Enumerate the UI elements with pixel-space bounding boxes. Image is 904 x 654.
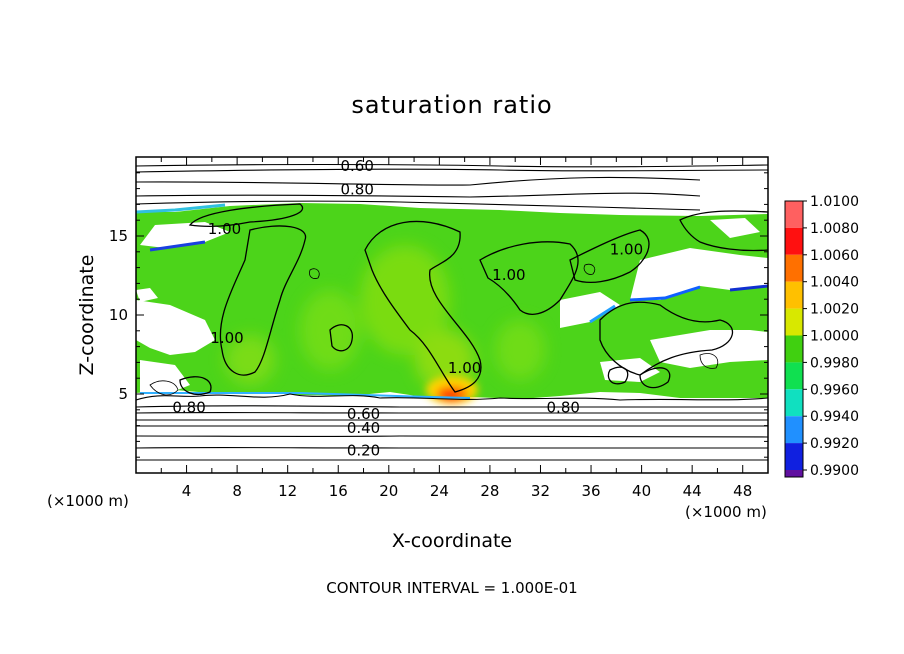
contour-label: 1.00: [492, 266, 525, 284]
colorbar-label: 1.0000: [810, 329, 859, 345]
x-axis-label: X-coordinate: [392, 530, 512, 552]
contour-label: 0.40: [347, 419, 380, 437]
x-tick-label: 12: [278, 482, 297, 500]
x-tick-label: 40: [632, 482, 651, 500]
y-axis-label: Z-coordinate: [76, 255, 98, 376]
y-tick-label: 10: [109, 306, 128, 324]
contour-label: 0.60: [347, 405, 380, 423]
x-tick-label: 48: [733, 482, 752, 500]
field-area: 0.60 0.80 1.00 1.00 1.00 1.00 1.00 0.80 0.80 0.60…: [136, 157, 768, 461]
x-tick-label: 16: [329, 482, 348, 500]
colorbar: 1.0100 1.0080 1.0060 1.0040 1.0020 1.0000 0.99…: [784, 194, 859, 479]
x-tick-label: 36: [581, 482, 600, 500]
colorbar-swatch: [785, 254, 803, 282]
x-tick-label: 8: [232, 482, 242, 500]
x-tick-label: 32: [531, 482, 550, 500]
colorbar-label: 1.0080: [810, 221, 859, 237]
contour-label: 0.20: [347, 441, 380, 459]
x-tick-label: 20: [379, 482, 398, 500]
x-tick-label: 28: [480, 482, 499, 500]
contour-label: 1.00: [210, 329, 243, 347]
colorbar-label: 1.0020: [810, 302, 859, 318]
chart-title: saturation ratio: [351, 91, 552, 119]
x-tick-label: 4: [182, 482, 192, 500]
contour-label: 0.80: [340, 181, 373, 199]
y-tick-label: 15: [109, 227, 128, 245]
green-region: [136, 203, 768, 399]
colorbar-frame: [784, 200, 804, 478]
colorbar-label: 1.0040: [810, 275, 859, 291]
colorbar-label: 0.9940: [810, 409, 859, 425]
x-tick-label: 24: [430, 482, 449, 500]
colorbar-label: 1.0100: [810, 194, 859, 210]
contour-interval-note: CONTOUR INTERVAL = 1.000E-01: [326, 579, 577, 597]
contour-labels: 0.60 0.80 1.00 1.00 1.00 1.00 1.00 0.80 0.80 0.60…: [172, 157, 643, 459]
colorbar-swatch: [785, 443, 803, 470]
contour-label: 0.80: [172, 399, 205, 417]
colorbar-swatch: [785, 362, 803, 390]
colorbar-label: 0.9980: [810, 355, 859, 371]
colorbar-label: 1.0060: [810, 248, 859, 264]
colorbar-swatch: [785, 416, 803, 444]
colorbar-label: 0.9960: [810, 382, 859, 398]
contour-label: 1.00: [208, 220, 241, 238]
contour-label: 1.00: [610, 241, 643, 259]
x-unit-right: (×1000 m): [685, 503, 767, 521]
colorbar-label: 0.9900: [810, 463, 859, 479]
contour-label: 0.80: [547, 399, 580, 417]
colorbar-swatch: [785, 389, 803, 417]
contour-label: 1.00: [448, 359, 481, 377]
colorbar-swatch: [785, 227, 803, 255]
x-unit-left: (×1000 m): [47, 492, 129, 510]
colorbar-label: 0.9920: [810, 436, 859, 452]
y-tick-label: 5: [118, 385, 128, 403]
colorbar-swatch: [785, 335, 803, 363]
contour-label: 0.60: [340, 157, 373, 175]
colorbar-swatch: [785, 470, 803, 477]
colorbar-swatch: [785, 281, 803, 309]
x-tick-label: 44: [683, 482, 702, 500]
colorbar-swatch: [785, 308, 803, 336]
colorbar-swatch: [785, 201, 803, 228]
